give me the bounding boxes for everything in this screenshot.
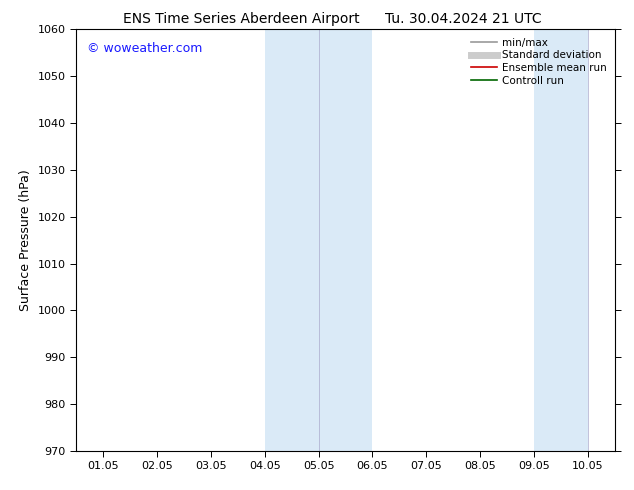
Bar — [534, 29, 588, 451]
Bar — [265, 29, 319, 451]
Text: ENS Time Series Aberdeen Airport: ENS Time Series Aberdeen Airport — [122, 12, 359, 26]
Y-axis label: Surface Pressure (hPa): Surface Pressure (hPa) — [19, 169, 32, 311]
Legend: min/max, Standard deviation, Ensemble mean run, Controll run: min/max, Standard deviation, Ensemble me… — [467, 35, 610, 89]
Bar — [319, 29, 373, 451]
Text: © woweather.com: © woweather.com — [87, 42, 202, 55]
Text: Tu. 30.04.2024 21 UTC: Tu. 30.04.2024 21 UTC — [384, 12, 541, 26]
